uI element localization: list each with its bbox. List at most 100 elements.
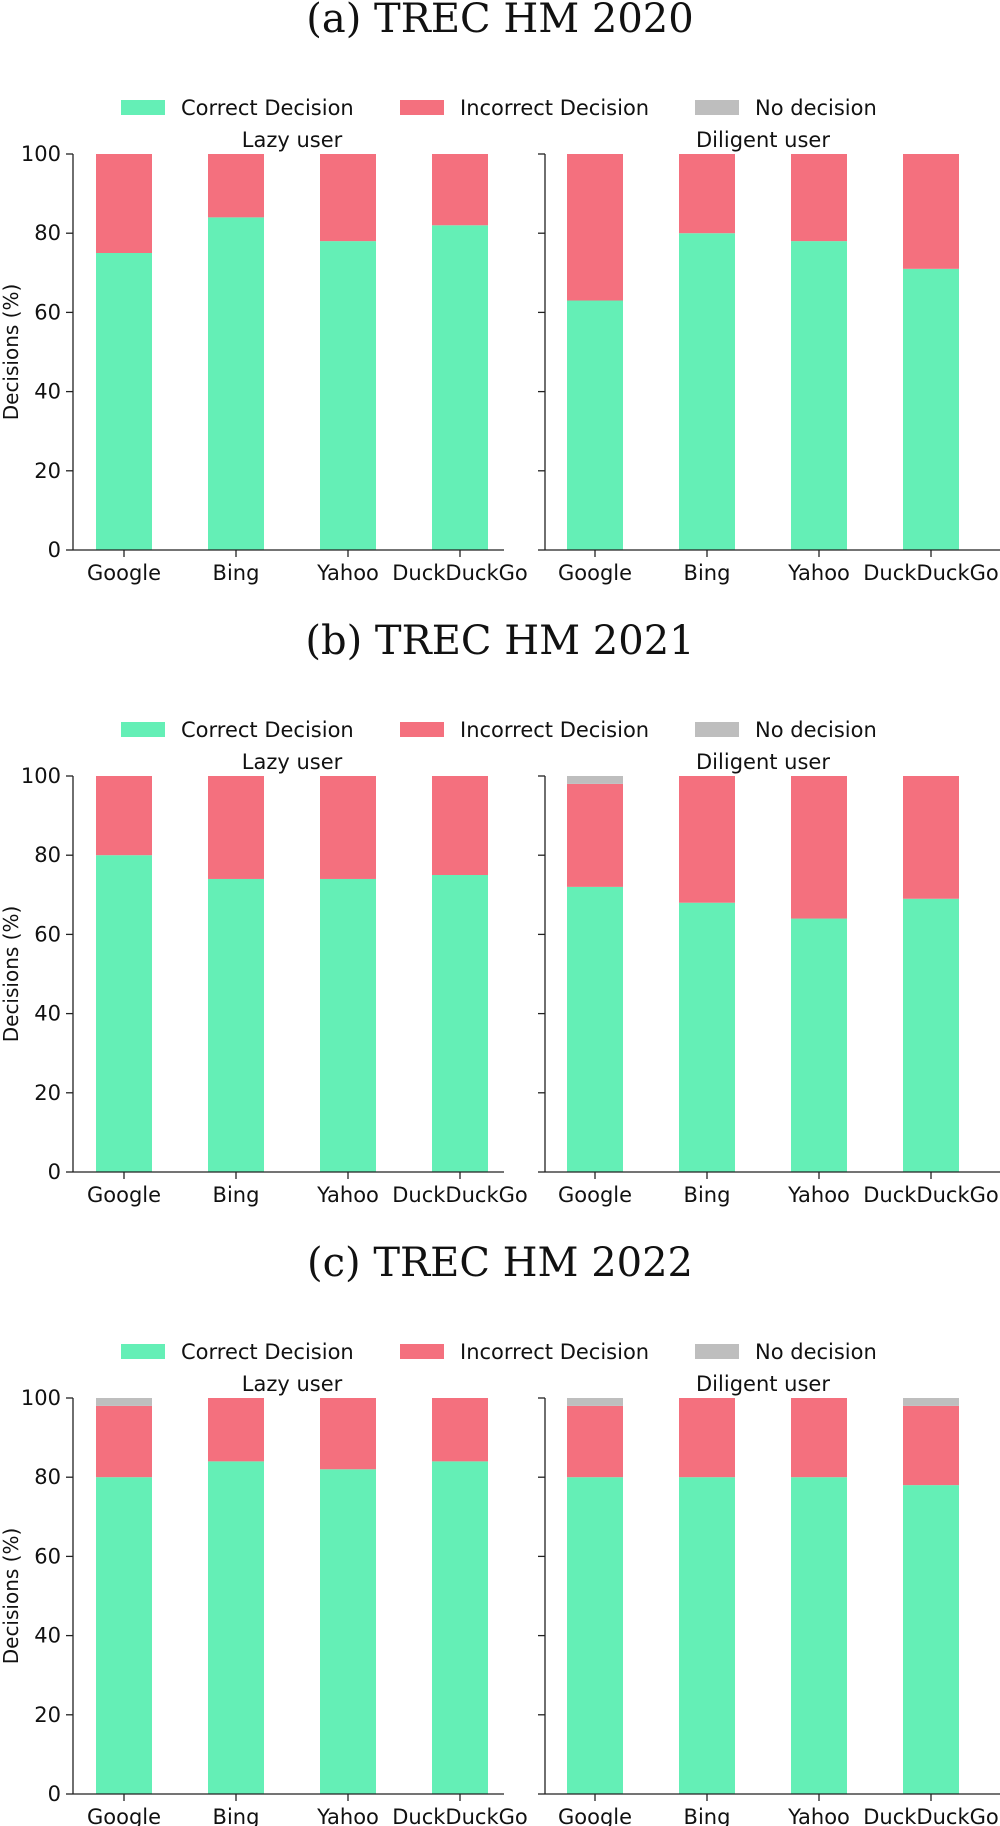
x-tick-label: Yahoo [787,1183,850,1207]
y-tick-label: 100 [21,764,61,788]
x-tick-label: DuckDuckGo [392,1805,528,1826]
x-tick-label: Google [87,1183,161,1207]
bar-segment-correct-decision-google [96,855,152,1172]
subplot-diligent: Diligent user Google Bing Yahoo DuckDuckGo [538,750,1000,1207]
bar-segment-correct-decision-bing [208,217,264,551]
legend-label: Incorrect Decision [460,1340,649,1364]
subplot-lazy: Lazy user 0 20 40 60 80 100 Google Bing Yahoo Duck… [21,1372,528,1826]
legend-label: Incorrect Decision [460,718,649,742]
y-tick-label: 40 [34,380,61,404]
y-tick-label: 60 [34,922,61,946]
subplot-title: Diligent user [696,1372,830,1396]
y-tick-label: 80 [34,843,61,867]
panel-title: (a) TREC HM 2020 [306,0,693,42]
y-tick-label: 40 [34,1624,61,1648]
x-tick-label: Yahoo [787,1805,850,1826]
y-tick-label: 0 [48,538,61,562]
bar-segment-correct-decision-yahoo [320,1469,376,1794]
legend-label: No decision [755,718,877,742]
x-tick-label: Bing [213,561,260,585]
legend-swatch-correct-decision [121,722,165,737]
x-tick-label: Bing [684,561,731,585]
subplot-diligent: Diligent user Google Bing Yahoo DuckDuckGo [538,1372,1000,1826]
bar-segment-no-decision-google [567,1398,623,1406]
y-tick-label: 0 [48,1160,61,1184]
bar-segment-incorrect-decision-bing [679,1398,735,1478]
bar-segment-correct-decision-duckduckgo [432,1461,488,1794]
legend-swatch-incorrect-decision [400,722,444,737]
panel-title: (b) TREC HM 2021 [305,618,694,664]
bar-segment-correct-decision-google [96,1477,152,1794]
subplot-title: Lazy user [242,750,343,774]
subplot-lazy: Lazy user 0 20 40 60 80 100 Google Bing Yahoo Duck… [21,750,528,1207]
legend-label: Correct Decision [181,96,354,120]
panel-1: (a) TREC HM 2020 Correct Decision Incorrec… [0,0,1000,585]
bar-segment-incorrect-decision-bing [679,776,735,903]
bar-segment-correct-decision-duckduckgo [903,1485,959,1794]
y-axis-label: Decisions (%) [0,906,23,1043]
legend-swatch-no-decision [695,1344,739,1359]
legend-swatch-no-decision [695,100,739,115]
bar-segment-correct-decision-google [567,300,623,550]
x-tick-label: DuckDuckGo [863,561,999,585]
y-tick-label: 0 [48,1782,61,1806]
bar-segment-incorrect-decision-google [567,154,623,301]
bar-segment-incorrect-decision-yahoo [320,154,376,242]
bar-segment-incorrect-decision-yahoo [791,1398,847,1478]
bar-segment-incorrect-decision-duckduckgo [903,1405,959,1486]
subplot-lazy: Lazy user 0 20 40 60 80 100 Google Bing Yahoo Duck… [21,128,528,585]
bar-segment-incorrect-decision-google [567,783,623,887]
y-axis-label: Decisions (%) [0,1528,23,1665]
bar-segment-incorrect-decision-duckduckgo [903,776,959,899]
subplot-title: Diligent user [696,128,830,152]
x-tick-label: Yahoo [316,1183,379,1207]
bar-segment-correct-decision-yahoo [320,241,376,550]
y-axis-label: Decisions (%) [0,284,23,421]
y-tick-label: 100 [21,142,61,166]
x-tick-label: Bing [213,1183,260,1207]
y-tick-label: 20 [34,1703,61,1727]
bar-segment-correct-decision-google [567,1477,623,1794]
bar-segment-incorrect-decision-google [96,776,152,856]
y-tick-label: 80 [34,1465,61,1489]
bar-segment-correct-decision-google [567,886,623,1172]
y-tick-label: 100 [21,1386,61,1410]
x-tick-label: Google [558,1805,632,1826]
subplot-title: Lazy user [242,128,343,152]
bar-segment-no-decision-google [96,1398,152,1406]
bar-segment-correct-decision-duckduckgo [903,268,959,550]
bar-segment-incorrect-decision-duckduckgo [432,776,488,875]
x-tick-label: Yahoo [316,1805,379,1826]
y-tick-label: 80 [34,221,61,245]
x-tick-label: Bing [684,1805,731,1826]
bar-segment-incorrect-decision-bing [208,154,264,218]
bar-segment-correct-decision-yahoo [791,1477,847,1794]
bar-segment-correct-decision-bing [208,878,264,1172]
x-tick-label: Yahoo [787,561,850,585]
bar-segment-correct-decision-duckduckgo [903,898,959,1172]
x-tick-label: Bing [213,1805,260,1826]
bar-segment-incorrect-decision-bing [679,154,735,234]
panel-2: (b) TREC HM 2021 Correct Decision Incorrec… [0,618,1000,1207]
y-tick-label: 20 [34,459,61,483]
bar-segment-incorrect-decision-duckduckgo [432,154,488,226]
bar-segment-incorrect-decision-yahoo [791,154,847,242]
bar-segment-incorrect-decision-google [567,1405,623,1478]
bar-segment-correct-decision-google [96,253,152,550]
subplot-diligent: Diligent user Google Bing Yahoo DuckDuckGo [538,128,1000,585]
legend-swatch-correct-decision [121,100,165,115]
y-tick-label: 20 [34,1081,61,1105]
legend-label: No decision [755,1340,877,1364]
x-tick-label: DuckDuckGo [392,1183,528,1207]
legend-label: Correct Decision [181,1340,354,1364]
bar-segment-incorrect-decision-bing [208,776,264,879]
bar-segment-incorrect-decision-yahoo [320,1398,376,1470]
panel-3: (c) TREC HM 2022 Correct Decision Incorrec… [0,1240,1000,1826]
bar-segment-correct-decision-duckduckgo [432,875,488,1172]
legend-label: Correct Decision [181,718,354,742]
bar-segment-correct-decision-yahoo [320,878,376,1172]
bar-segment-incorrect-decision-duckduckgo [903,154,959,269]
panel-title: (c) TREC HM 2022 [307,1240,693,1286]
y-tick-label: 40 [34,1002,61,1026]
